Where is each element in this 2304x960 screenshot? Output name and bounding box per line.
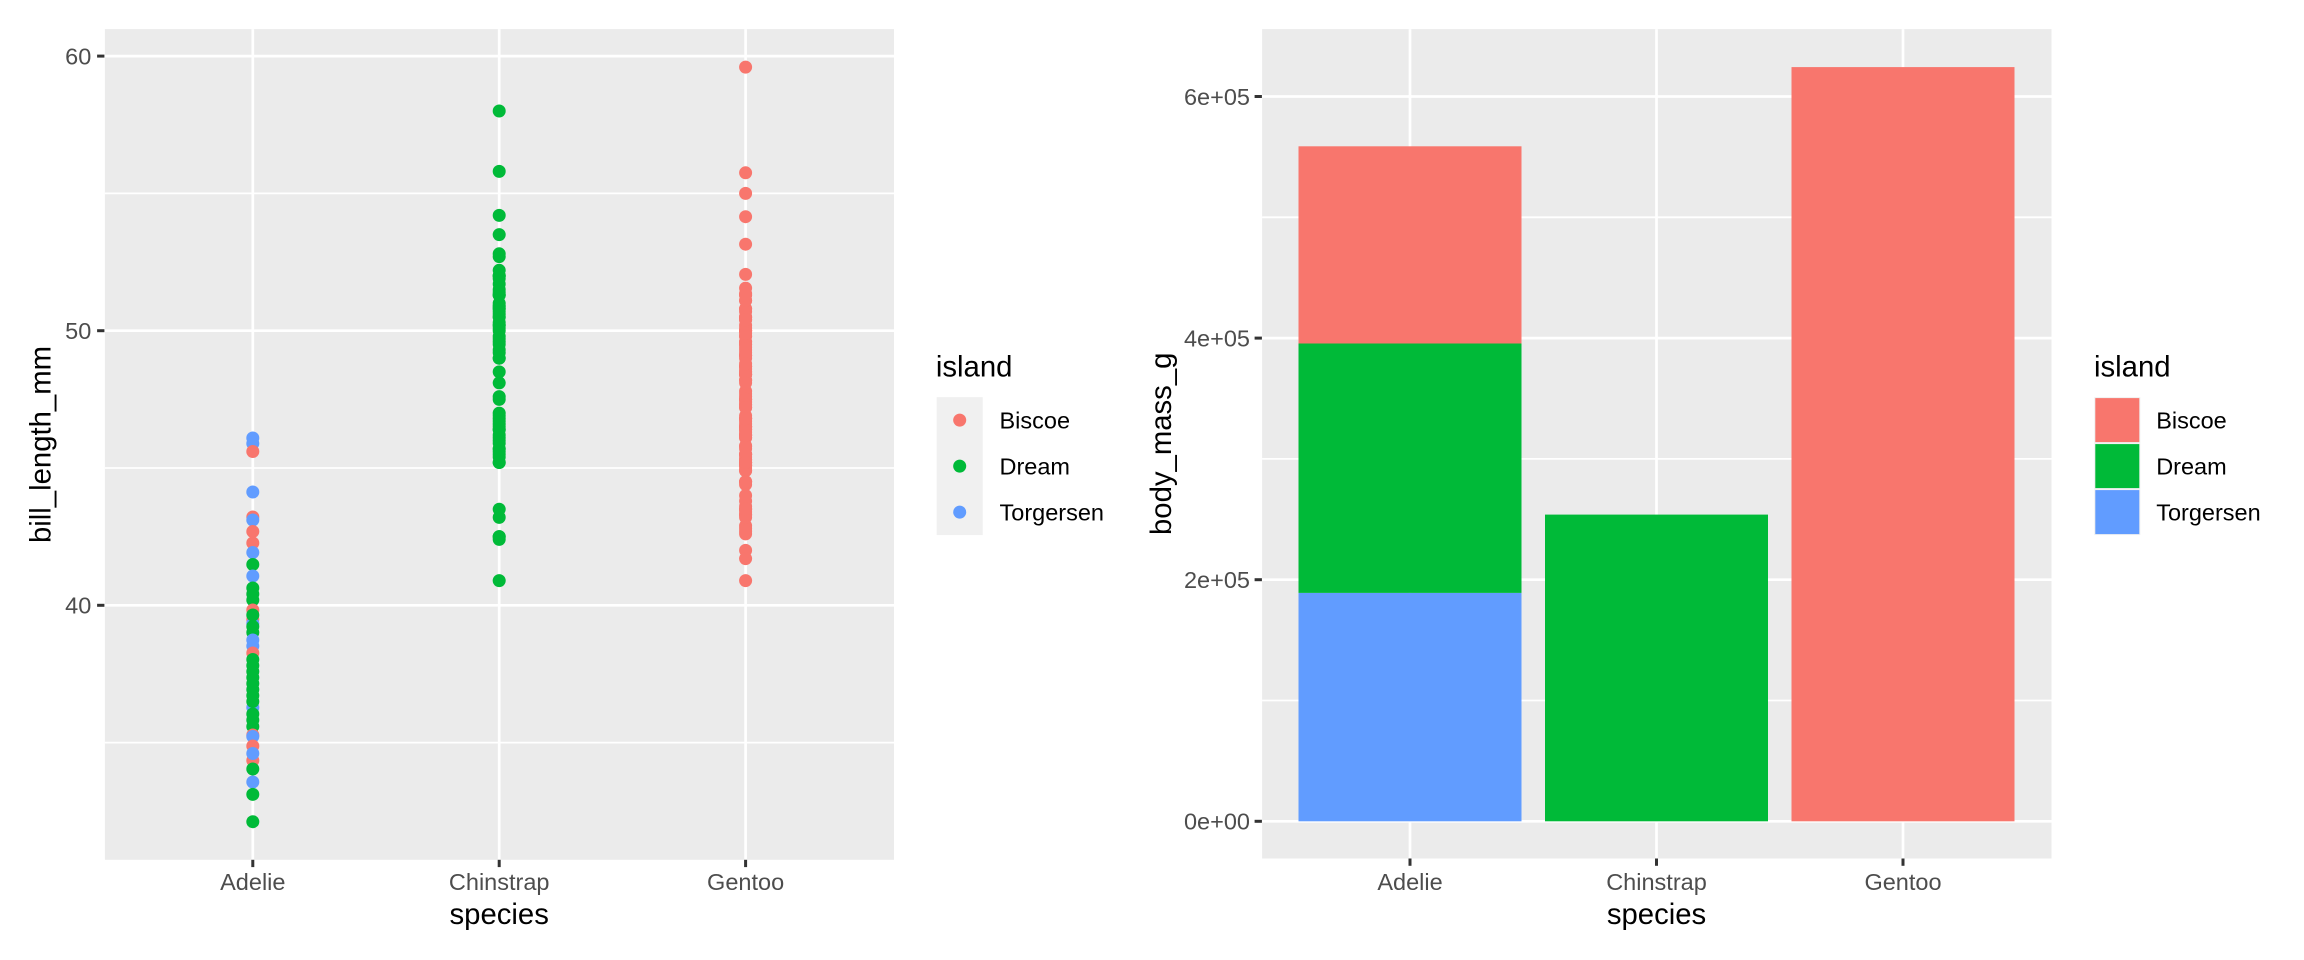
svg-text:Adelie: Adelie [1377,869,1442,895]
svg-text:Torgersen: Torgersen [1000,499,1105,525]
svg-text:6e+05: 6e+05 [1184,84,1250,110]
svg-text:island: island [2094,351,2171,384]
svg-text:species: species [450,898,549,931]
svg-text:Adelie: Adelie [220,869,285,895]
svg-text:island: island [936,351,1013,384]
svg-text:bill_length_mm: bill_length_mm [25,346,58,543]
svg-text:Chinstrap: Chinstrap [1606,869,1707,895]
svg-text:2e+05: 2e+05 [1184,567,1250,593]
svg-text:Biscoe: Biscoe [1000,407,1071,433]
svg-text:Dream: Dream [2156,453,2227,479]
svg-text:species: species [1607,898,1706,931]
svg-text:body_mass_g: body_mass_g [1145,353,1178,535]
svg-text:60: 60 [65,43,91,69]
svg-text:Chinstrap: Chinstrap [449,869,550,895]
svg-text:Gentoo: Gentoo [1864,869,1941,895]
svg-text:50: 50 [65,318,91,344]
svg-text:Biscoe: Biscoe [2156,407,2227,433]
svg-text:4e+05: 4e+05 [1184,325,1250,351]
svg-text:0e+00: 0e+00 [1184,809,1250,835]
svg-text:Gentoo: Gentoo [707,869,784,895]
svg-text:Torgersen: Torgersen [2156,499,2261,525]
svg-text:40: 40 [65,593,91,619]
svg-text:Dream: Dream [1000,453,1071,479]
